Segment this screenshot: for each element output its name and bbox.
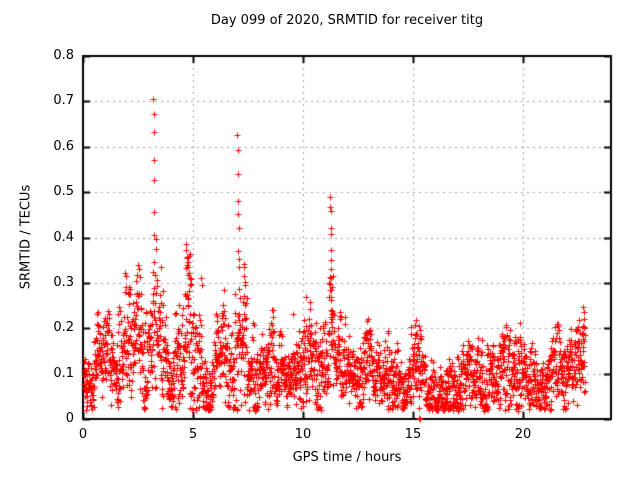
y-tick-label: 0.7: [53, 93, 74, 109]
x-tick-label: 5: [188, 427, 198, 442]
x-tick-label: 10: [294, 427, 312, 442]
y-tick-label: 0.5: [53, 184, 74, 200]
y-tick-label: 0.2: [53, 320, 74, 336]
y-tick-label: 0.1: [53, 365, 74, 381]
chart-title: Day 099 of 2020, SRMTID for receiver tit…: [210, 13, 484, 28]
x-tick-label: 15: [404, 427, 422, 442]
y-tick-label: 0.3: [53, 274, 74, 290]
x-axis-label: GPS time / hours: [292, 450, 402, 465]
x-tick-label: 0: [78, 427, 88, 442]
y-tick-label: 0.4: [53, 229, 74, 245]
y-tick-label: 0.6: [53, 138, 74, 154]
y-tick-label: 0.8: [53, 48, 74, 63]
x-tick-label: 20: [514, 427, 532, 442]
y-tick-label: 0: [65, 411, 74, 426]
